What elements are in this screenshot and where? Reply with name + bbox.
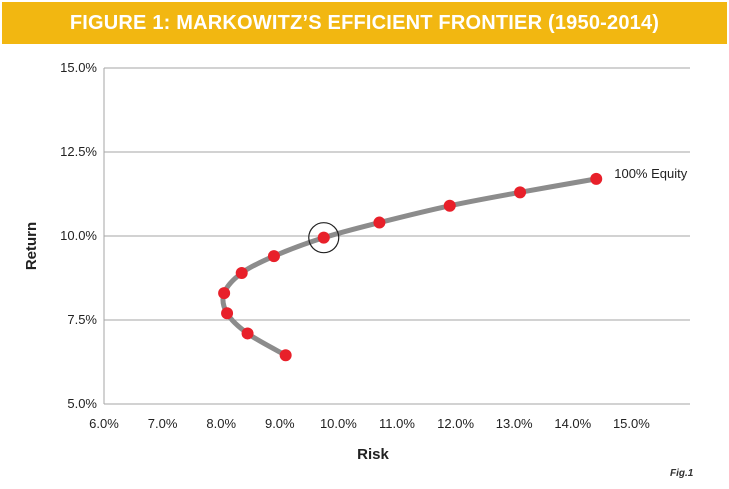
x-tick-label: 8.0% <box>206 416 236 431</box>
x-tick-label: 13.0% <box>496 416 533 431</box>
data-point <box>443 199 456 212</box>
grid-layer <box>104 67 690 405</box>
axis-layer: 5.0% 7.5% 10.0% 12.5% 15.0% 6.0% 7.0% 8.0% 9.0% 1… <box>23 60 650 463</box>
x-tick-label: 12.0% <box>437 416 474 431</box>
title-banner: FIGURE 1: MARKOWITZ’S EFFICIENT FRONTIER… <box>2 2 727 44</box>
data-point <box>267 250 280 263</box>
x-tick-label: 6.0% <box>89 416 119 431</box>
data-point <box>317 231 330 244</box>
x-tick-label: 9.0% <box>265 416 295 431</box>
highlight-ring <box>308 222 340 254</box>
y-axis-title: Return <box>23 222 40 270</box>
label-layer: 100% Equity <box>614 166 687 181</box>
y-tick-label: 10.0% <box>60 228 97 243</box>
x-tick-label: 11.0% <box>379 416 415 431</box>
y-tick-label: 7.5% <box>67 312 97 327</box>
data-point <box>218 287 231 300</box>
curve-layer <box>220 176 599 358</box>
x-tick-label: 7.0% <box>148 416 178 431</box>
y-tick-label: 12.5% <box>60 144 97 159</box>
data-point <box>235 266 248 279</box>
data-point <box>514 186 527 199</box>
x-tick-label: 14.0% <box>554 416 591 431</box>
data-point <box>373 216 386 229</box>
y-tick-label: 5.0% <box>67 396 97 411</box>
x-tick-label: 15.0% <box>613 416 650 431</box>
data-point <box>221 307 234 320</box>
x-tick-label: 10.0% <box>320 416 357 431</box>
y-tick-label: 15.0% <box>60 60 97 75</box>
annotation-label: 100% Equity <box>614 166 687 181</box>
data-point <box>590 172 603 185</box>
point-layer <box>218 172 603 362</box>
data-point <box>279 349 292 362</box>
data-point <box>241 327 254 340</box>
frontier-curve <box>220 176 599 358</box>
figure-number: Fig.1 <box>670 468 694 479</box>
x-axis-title: Risk <box>357 446 389 463</box>
chart-title: FIGURE 1: MARKOWITZ’S EFFICIENT FRONTIER… <box>69 11 660 34</box>
